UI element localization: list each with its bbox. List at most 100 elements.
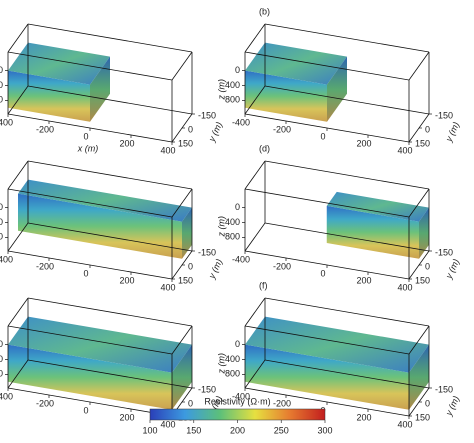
- x-tick-label: -200: [36, 398, 54, 408]
- panel-label: (f): [259, 280, 268, 290]
- z-tick-label: 400: [0, 80, 3, 90]
- z-tick-label: 0: [0, 339, 3, 349]
- volume-top: [245, 42, 347, 85]
- z-tick-label: 800: [0, 232, 3, 242]
- y-tick-label: 0: [425, 261, 430, 271]
- x-tick-label: 400: [160, 282, 175, 292]
- z-axis-label: z (m): [216, 216, 226, 238]
- box-edge: [244, 325, 410, 355]
- y-tick-label: -150: [435, 110, 453, 120]
- box-edge: [408, 188, 430, 218]
- box-edge: [264, 23, 430, 53]
- y-tick-label: 0: [188, 261, 193, 271]
- z-tick-label: 800: [225, 95, 240, 105]
- box-edge: [27, 160, 193, 190]
- panel-label: (b): [259, 6, 270, 16]
- y-tick-label: 0: [425, 124, 430, 134]
- colorbar-tick-label: 250: [274, 425, 289, 435]
- x-tick-label: 0: [83, 131, 88, 141]
- box-edge: [27, 222, 193, 252]
- box-edge: [171, 188, 193, 218]
- volume-side: [409, 344, 429, 410]
- x-tick-label: 200: [119, 275, 134, 285]
- x-tick-label: 400: [160, 145, 175, 155]
- x-tick-label: 200: [356, 275, 371, 285]
- z-tick-label: 400: [225, 80, 240, 90]
- box-edge: [264, 160, 430, 190]
- colorbar-tick-label: 300: [317, 425, 332, 435]
- colorbar-tick-label: 150: [186, 425, 201, 435]
- z-tick-label: 0: [235, 339, 240, 349]
- box-edge: [244, 188, 410, 218]
- z-tick-label: 800: [0, 95, 3, 105]
- x-tick-label: 400: [397, 145, 412, 155]
- volume-front: [245, 344, 409, 410]
- x-tick-label: -200: [273, 261, 291, 271]
- volume-top: [245, 316, 429, 373]
- box-edge: [7, 85, 29, 115]
- x-tick-label: -400: [232, 117, 250, 127]
- box-edge: [244, 297, 266, 327]
- box-edge: [7, 222, 29, 252]
- volume-top: [8, 42, 110, 85]
- y-axis-label: y (m): [443, 394, 461, 418]
- box-edge: [264, 222, 430, 252]
- box-edge: [244, 222, 266, 252]
- box-edge: [244, 51, 410, 81]
- x-tick-label: 400: [397, 419, 412, 429]
- y-axis-label: y (m): [206, 120, 224, 144]
- x-tick-label: -200: [36, 261, 54, 271]
- box-edge: [7, 160, 29, 190]
- volume-side: [172, 344, 192, 410]
- x-tick-label: 400: [160, 419, 175, 429]
- x-tick-label: 200: [356, 138, 371, 148]
- x-tick-label: -400: [0, 117, 13, 127]
- z-tick-label: 400: [0, 217, 3, 227]
- y-tick-label: -150: [198, 247, 216, 257]
- volume-top: [326, 191, 429, 222]
- volume-side: [419, 207, 429, 259]
- z-axis-label: z (m): [216, 353, 226, 375]
- y-tick-label: 0: [188, 398, 193, 408]
- box-edge: [244, 85, 266, 115]
- volume-side: [182, 207, 192, 259]
- box-edge: [7, 188, 173, 218]
- box-edge: [408, 51, 430, 81]
- x-axis-label: x (m): [77, 143, 99, 153]
- box-edge: [171, 325, 193, 355]
- box-edge: [7, 51, 173, 81]
- y-tick-label: 150: [178, 275, 193, 285]
- volume-top: [8, 316, 192, 373]
- y-tick-label: 150: [415, 412, 430, 422]
- x-tick-label: -200: [273, 398, 291, 408]
- z-tick-label: 400: [225, 354, 240, 364]
- y-tick-label: 0: [188, 124, 193, 134]
- x-tick-label: -400: [0, 254, 13, 264]
- x-tick-label: -400: [232, 254, 250, 264]
- z-tick-label: 800: [225, 232, 240, 242]
- y-axis-label: y (m): [443, 257, 461, 281]
- x-tick-label: 200: [119, 412, 134, 422]
- box-edge: [408, 325, 430, 355]
- volume-front: [245, 70, 327, 122]
- box-edge: [27, 85, 193, 115]
- x-tick-label: -400: [0, 391, 13, 401]
- box-edge: [7, 23, 29, 53]
- y-tick-label: 150: [415, 275, 430, 285]
- colorbar-tick-label: 100: [142, 425, 157, 435]
- box-edge: [27, 359, 193, 389]
- z-tick-label: 400: [225, 217, 240, 227]
- z-tick-label: 0: [235, 202, 240, 212]
- box-edge: [7, 297, 29, 327]
- box-edge: [27, 297, 193, 327]
- volume-side: [90, 56, 110, 122]
- z-tick-label: 800: [225, 369, 240, 379]
- y-tick-label: -150: [198, 110, 216, 120]
- y-tick-label: -150: [435, 384, 453, 394]
- x-tick-label: 400: [397, 282, 412, 292]
- box-edge: [244, 160, 266, 190]
- x-tick-label: 0: [320, 131, 325, 141]
